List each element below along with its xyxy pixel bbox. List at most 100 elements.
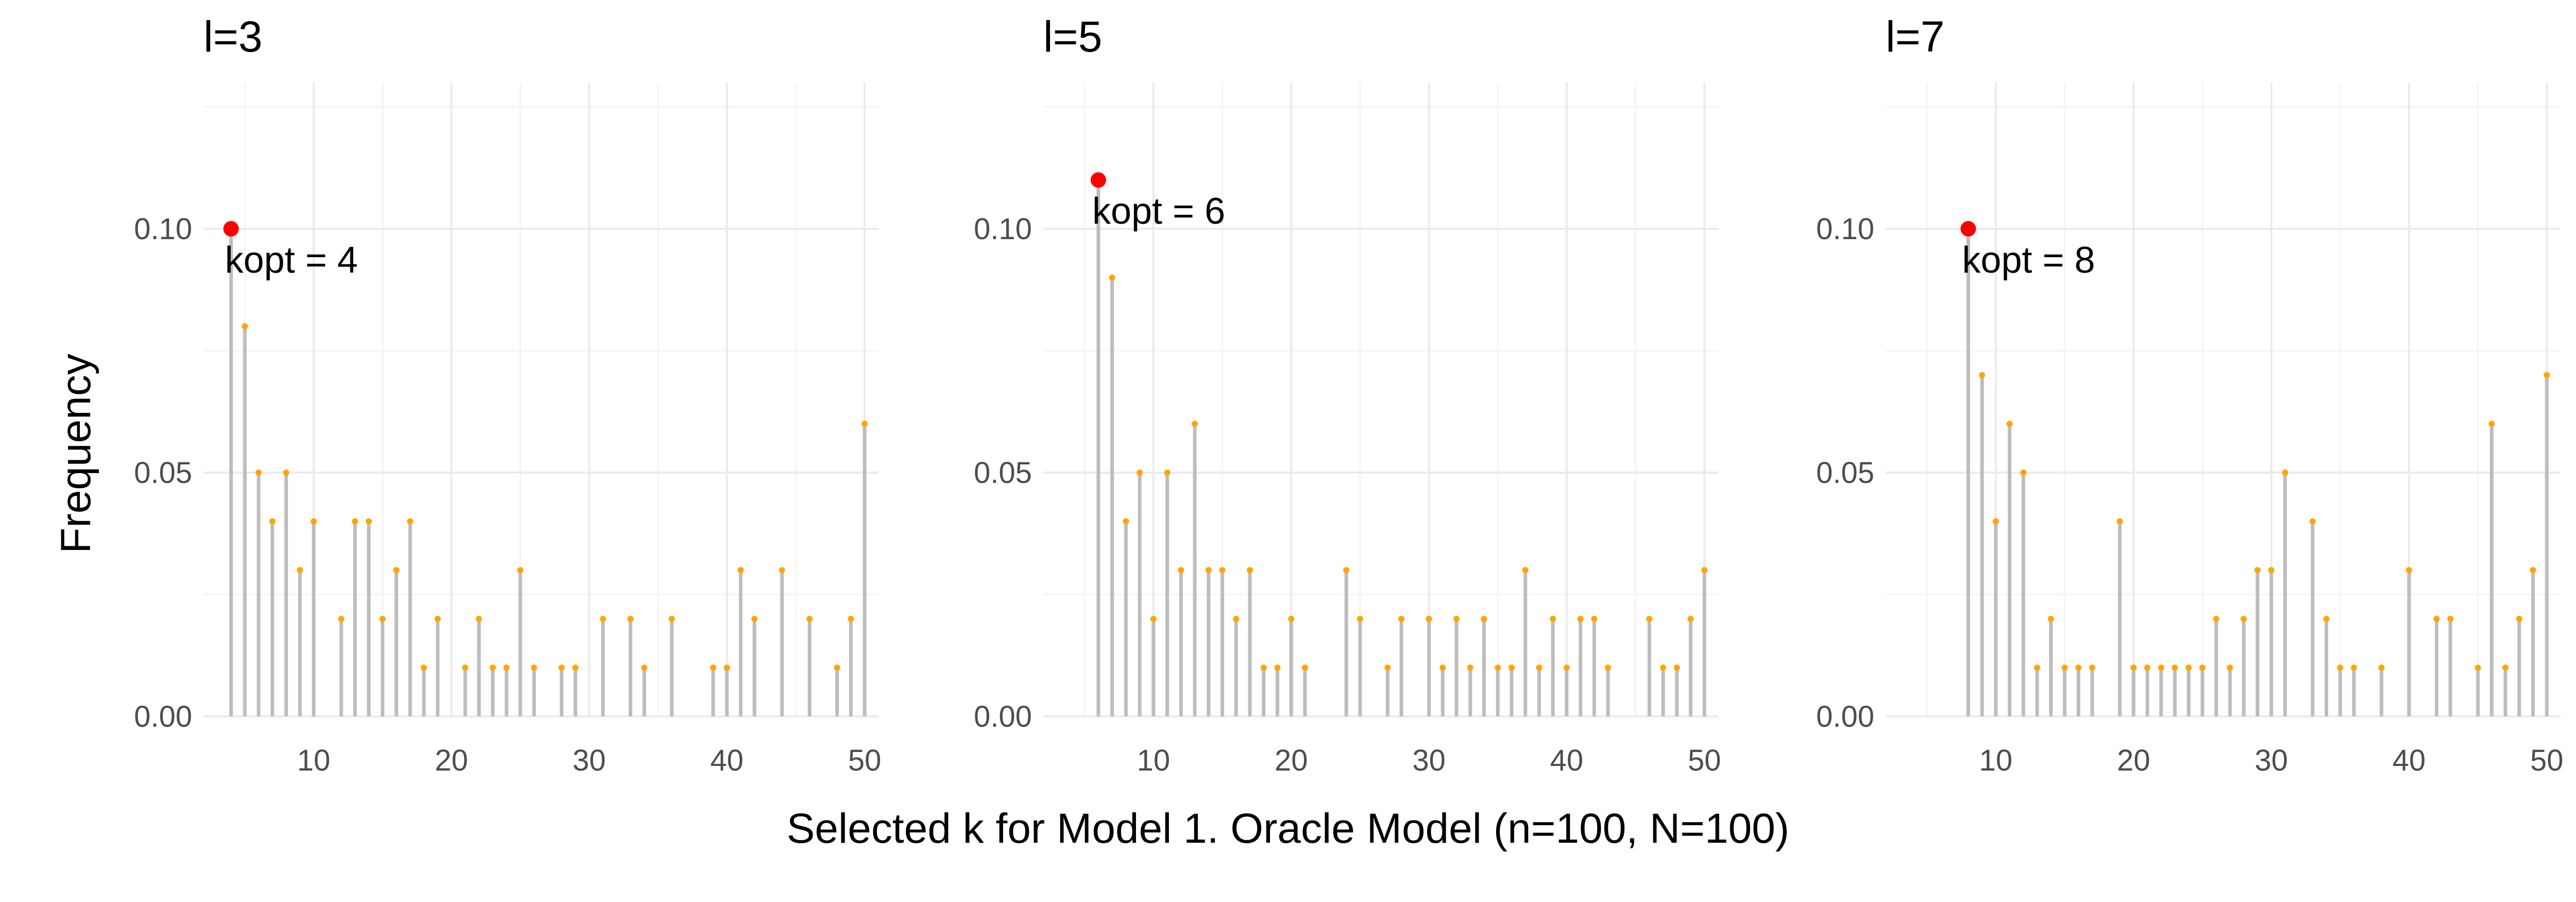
data-point <box>1550 615 1556 622</box>
data-point <box>1646 615 1653 622</box>
x-tick-label: 50 <box>848 744 882 777</box>
data-point <box>2282 469 2289 476</box>
data-point <box>1274 664 1281 671</box>
data-point <box>2020 469 2027 476</box>
data-point <box>1178 567 1184 574</box>
data-point <box>2405 567 2412 574</box>
data-point <box>1591 615 1598 622</box>
data-point <box>2309 518 2316 525</box>
panels: l=3 0.00 0.05 0.10 10 20 30 40 50 kopt = 4 l=5 0.00… <box>134 12 2563 777</box>
data-point <box>379 615 386 622</box>
x-tick-label: 10 <box>297 744 331 777</box>
data-point <box>1164 469 1171 476</box>
data-point <box>1660 664 1667 671</box>
data-point <box>1439 664 1446 671</box>
data-point <box>723 664 730 671</box>
panel-1: l=3 0.00 0.05 0.10 10 20 30 40 50 kopt = 4 <box>134 12 881 777</box>
data-point <box>1605 664 1612 671</box>
data-point <box>1137 469 1143 476</box>
x-tick-label: 30 <box>1412 744 1446 777</box>
data-point <box>1219 567 1226 574</box>
data-point <box>1467 664 1473 671</box>
x-tick-label: 40 <box>1550 744 1584 777</box>
data-point <box>2433 615 2440 622</box>
data-point <box>2323 615 2330 622</box>
data-point <box>1109 274 1115 281</box>
data-point <box>1673 664 1680 671</box>
data-point <box>242 323 248 330</box>
panel-title: l=5 <box>1043 12 1102 61</box>
data-point <box>2116 518 2123 525</box>
x-tick-label: 10 <box>1137 744 1171 777</box>
data-point <box>1522 567 1529 574</box>
y-tick-label: 0.10 <box>974 212 1032 246</box>
data-point <box>1495 664 1501 671</box>
data-point <box>1481 615 1487 622</box>
data-point <box>1288 615 1295 622</box>
x-tick-label: 40 <box>710 744 744 777</box>
data-point <box>600 615 606 622</box>
data-point <box>848 615 854 622</box>
kopt-point <box>1960 221 1976 237</box>
data-point <box>668 615 675 622</box>
x-tick-label: 50 <box>1688 744 1721 777</box>
panel-title: l=7 <box>1886 12 1944 61</box>
data-point <box>2089 664 2096 671</box>
data-point <box>1701 567 1708 574</box>
x-tick-label: 30 <box>2255 744 2288 777</box>
data-point <box>1357 615 1363 622</box>
x-tick-label: 20 <box>435 744 468 777</box>
data-point <box>1384 664 1391 671</box>
kopt-label: kopt = 6 <box>1092 191 1225 232</box>
data-point <box>2061 664 2068 671</box>
x-axis-title: Selected k for Model 1. Oracle Model (n=… <box>787 805 1789 852</box>
kopt-label: kopt = 4 <box>225 240 358 281</box>
data-point <box>778 567 785 574</box>
data-point <box>476 615 482 622</box>
data-point <box>2544 372 2550 378</box>
data-point <box>2172 664 2178 671</box>
data-point <box>2516 615 2522 622</box>
kopt-label: kopt = 8 <box>1962 240 2095 281</box>
data-point <box>710 664 717 671</box>
x-tick-label: 20 <box>1275 744 1308 777</box>
data-point <box>1205 567 1212 574</box>
data-point <box>2075 664 2082 671</box>
data-point <box>352 518 359 525</box>
data-point <box>1398 615 1405 622</box>
y-tick-label: 0.00 <box>1816 700 1874 733</box>
data-point <box>1192 421 1198 427</box>
data-point <box>407 518 414 525</box>
data-point <box>1260 664 1267 671</box>
data-point <box>503 664 510 671</box>
data-point <box>283 469 290 476</box>
panel-title: l=3 <box>204 12 262 61</box>
y-tick-label: 0.05 <box>134 456 192 490</box>
data-point <box>462 664 468 671</box>
data-point <box>834 664 840 671</box>
data-point <box>255 469 262 476</box>
data-point <box>2144 664 2150 671</box>
data-point <box>1453 615 1460 622</box>
y-tick-label: 0.05 <box>974 456 1032 490</box>
data-point <box>1536 664 1543 671</box>
data-point <box>572 664 579 671</box>
data-point <box>2337 664 2344 671</box>
data-point <box>1577 615 1584 622</box>
y-tick-label: 0.00 <box>974 700 1032 733</box>
data-point <box>2034 664 2041 671</box>
data-point <box>2158 664 2164 671</box>
data-point <box>1150 615 1157 622</box>
data-point <box>2047 615 2054 622</box>
data-point <box>558 664 565 671</box>
y-tick-label: 0.05 <box>1816 456 1874 490</box>
data-point <box>2254 567 2261 574</box>
data-point <box>338 615 345 622</box>
data-point <box>806 615 813 622</box>
x-tick-label: 40 <box>2393 744 2426 777</box>
data-point <box>1563 664 1570 671</box>
data-point <box>1687 615 1694 622</box>
data-point <box>269 518 276 525</box>
data-point <box>420 664 427 671</box>
